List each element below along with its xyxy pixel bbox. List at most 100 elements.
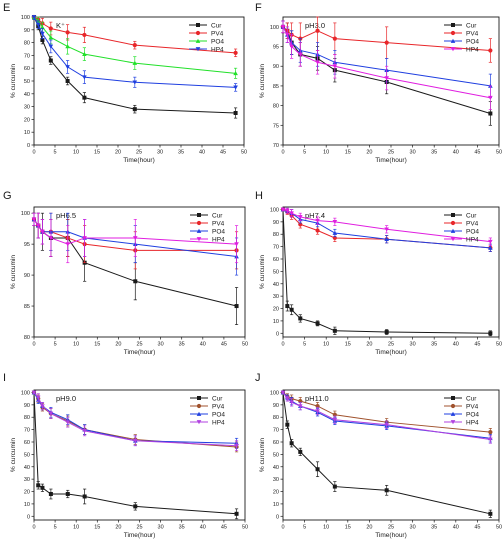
data-point — [48, 58, 53, 63]
x-tick-label: 5 — [54, 525, 57, 531]
y-tick-label: 10 — [273, 319, 279, 325]
data-point — [36, 483, 41, 488]
data-point — [35, 395, 41, 400]
legend-label: PO4 — [212, 228, 225, 235]
data-point — [488, 111, 493, 116]
y-axis-title: % curcumin — [10, 438, 17, 472]
data-point — [82, 429, 87, 434]
legend-marker — [451, 396, 455, 400]
data-point — [332, 328, 337, 333]
x-tick-label: 10 — [323, 342, 329, 348]
data-point — [65, 242, 71, 247]
y-tick-label: 75 — [273, 123, 279, 129]
x-axis-title: Time(hour) — [375, 532, 407, 539]
legend-label: HP4 — [466, 46, 479, 53]
legend-label: PV4 — [466, 220, 479, 227]
y-tick-label: 50 — [273, 452, 279, 458]
x-tick-label: 45 — [220, 150, 226, 156]
x-tick-label: 45 — [221, 342, 227, 348]
legend-label: HP4 — [212, 419, 225, 426]
panel-condition-label: K⁺ — [56, 21, 65, 30]
series-hp4 — [280, 390, 493, 444]
legend-label: Cur — [212, 212, 223, 219]
data-point — [315, 321, 320, 326]
data-point — [48, 44, 54, 49]
y-tick-label: 50 — [24, 79, 30, 85]
legend-label: PV4 — [466, 30, 479, 37]
y-tick-label: 90 — [24, 273, 30, 279]
x-tick-label: 40 — [453, 525, 459, 531]
y-tick-label: 30 — [273, 294, 279, 300]
data-point — [280, 25, 286, 30]
y-tick-label: 10 — [24, 502, 30, 508]
data-point — [234, 242, 239, 247]
data-point — [285, 208, 290, 214]
x-tick-label: 5 — [54, 342, 57, 348]
data-point — [82, 32, 87, 38]
data-point — [233, 85, 238, 90]
x-tick-label: 10 — [73, 342, 79, 348]
legend-marker — [196, 228, 202, 233]
data-point — [132, 438, 138, 444]
series-hp4 — [31, 390, 239, 452]
series-hp4 — [31, 212, 239, 264]
y-tick-label: 40 — [273, 465, 279, 471]
y-axis-title: % curcumin — [259, 255, 266, 289]
x-tick-label: 25 — [136, 150, 142, 156]
x-tick-label: 25 — [136, 342, 142, 348]
legend-marker — [450, 403, 456, 409]
x-tick-label: 45 — [221, 525, 227, 531]
y-tick-label: 100 — [21, 211, 30, 217]
data-point — [31, 390, 37, 395]
series-cur — [32, 390, 239, 520]
x-tick-label: 35 — [431, 525, 437, 531]
panel-e: E K⁺ 0 5 10 15 20 25 30 35 40 45 50 0 10 20 30 40 50 60 70 80… — [3, 2, 247, 164]
series-hp4 — [31, 15, 238, 92]
y-tick-label: 60 — [24, 66, 30, 72]
series-cur — [281, 390, 493, 518]
y-tick-label: 60 — [273, 257, 279, 263]
x-axis-title: Time(hour) — [375, 349, 407, 356]
data-point — [132, 107, 137, 112]
data-point — [234, 443, 239, 449]
data-point — [82, 494, 87, 499]
legend-label: HP4 — [466, 236, 479, 243]
data-point — [332, 230, 338, 235]
x-tick-label: 15 — [345, 342, 351, 348]
panel-condition-label: pH11.0 — [305, 394, 329, 403]
panel-condition-label: pH9.0 — [56, 394, 76, 403]
data-point — [285, 32, 290, 38]
data-point — [384, 236, 389, 242]
x-tick-label: 20 — [366, 150, 372, 156]
data-point — [488, 437, 493, 442]
data-point — [298, 449, 303, 454]
legend-label: Cur — [212, 395, 223, 402]
y-tick-label: 0 — [276, 514, 279, 520]
data-point — [48, 35, 54, 40]
data-point — [315, 409, 320, 414]
data-point — [40, 404, 45, 409]
legend-label: PO4 — [466, 38, 479, 45]
data-point — [82, 95, 87, 100]
data-point — [488, 245, 493, 250]
legend-marker — [195, 30, 201, 36]
x-tick-label: 15 — [94, 342, 100, 348]
x-tick-label: 40 — [199, 150, 205, 156]
x-tick-label: 50 — [496, 342, 502, 348]
y-tick-label: 95 — [273, 45, 279, 51]
y-tick-label: 80 — [273, 232, 279, 238]
legend-label: Cur — [466, 212, 477, 219]
series-line — [282, 26, 491, 99]
data-point — [384, 422, 389, 427]
data-point — [233, 50, 238, 55]
y-tick-label: 100 — [270, 390, 279, 396]
legend-marker — [450, 38, 456, 43]
x-tick-label: 15 — [94, 150, 100, 156]
data-point — [65, 79, 70, 83]
x-tick-label: 50 — [496, 150, 502, 156]
legend-label: HP4 — [466, 419, 479, 426]
series-hp4 — [280, 207, 493, 246]
y-tick-label: 60 — [273, 440, 279, 446]
